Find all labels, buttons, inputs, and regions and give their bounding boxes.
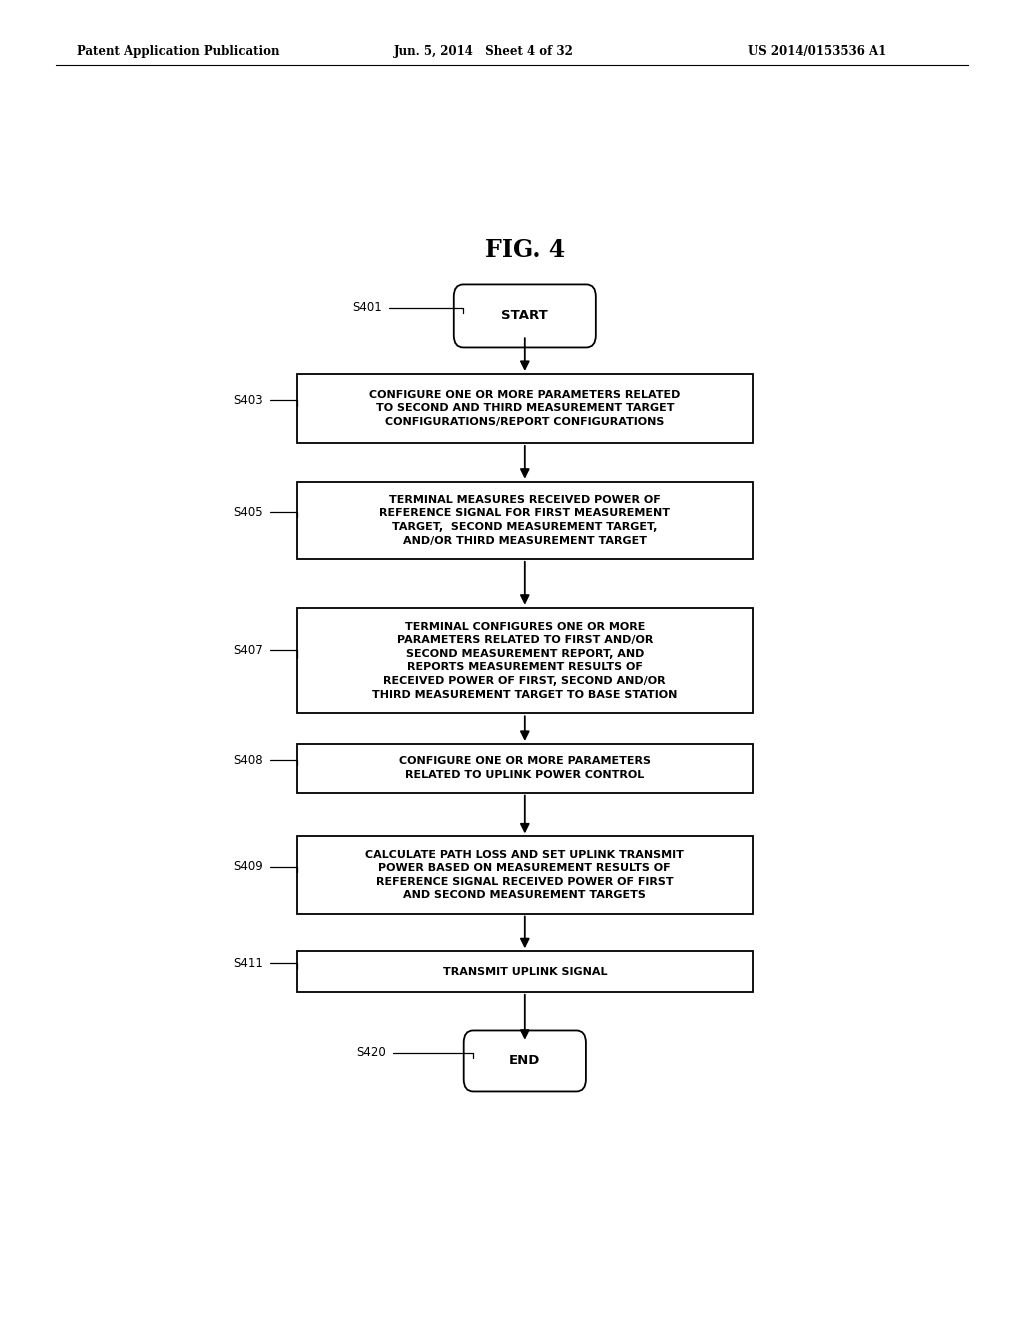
Bar	[297, 482, 753, 558]
Bar	[297, 744, 753, 792]
Text: S409: S409	[233, 861, 263, 874]
Text: S407: S407	[233, 644, 263, 657]
Text: S408: S408	[233, 754, 263, 767]
Text: S401: S401	[352, 301, 382, 314]
Text: END: END	[509, 1055, 541, 1068]
Bar	[297, 374, 753, 444]
Text: US 2014/0153536 A1: US 2014/0153536 A1	[748, 45, 886, 58]
Text: TERMINAL MEASURES RECEIVED POWER OF
REFERENCE SIGNAL FOR FIRST MEASUREMENT
TARGE: TERMINAL MEASURES RECEIVED POWER OF REFE…	[379, 495, 671, 545]
Bar	[297, 607, 753, 713]
Text: S405: S405	[233, 506, 263, 519]
Text: Patent Application Publication: Patent Application Publication	[77, 45, 280, 58]
Text: START: START	[502, 309, 548, 322]
Text: Jun. 5, 2014   Sheet 4 of 32: Jun. 5, 2014 Sheet 4 of 32	[394, 45, 574, 58]
Text: TERMINAL CONFIGURES ONE OR MORE
PARAMETERS RELATED TO FIRST AND/OR
SECOND MEASUR: TERMINAL CONFIGURES ONE OR MORE PARAMETE…	[372, 622, 678, 700]
Text: S420: S420	[356, 1047, 386, 1060]
FancyBboxPatch shape	[464, 1031, 586, 1092]
Text: CONFIGURE ONE OR MORE PARAMETERS
RELATED TO UPLINK POWER CONTROL: CONFIGURE ONE OR MORE PARAMETERS RELATED…	[398, 756, 651, 780]
Bar	[297, 952, 753, 991]
Text: CONFIGURE ONE OR MORE PARAMETERS RELATED
TO SECOND AND THIRD MEASUREMENT TARGET
: CONFIGURE ONE OR MORE PARAMETERS RELATED…	[369, 389, 681, 428]
FancyBboxPatch shape	[454, 284, 596, 347]
Text: CALCULATE PATH LOSS AND SET UPLINK TRANSMIT
POWER BASED ON MEASUREMENT RESULTS O: CALCULATE PATH LOSS AND SET UPLINK TRANS…	[366, 850, 684, 900]
Text: FIG. 4: FIG. 4	[484, 238, 565, 261]
Text: S403: S403	[233, 393, 263, 407]
Bar	[297, 837, 753, 913]
Text: S411: S411	[233, 957, 263, 970]
Text: TRANSMIT UPLINK SIGNAL: TRANSMIT UPLINK SIGNAL	[442, 966, 607, 977]
